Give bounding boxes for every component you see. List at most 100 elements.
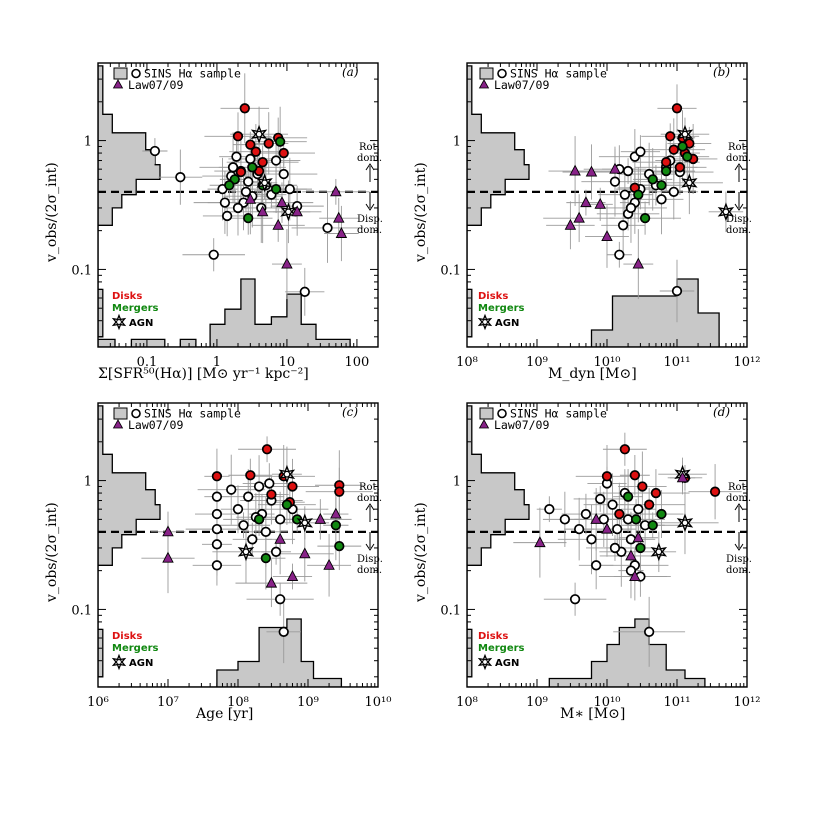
- panel-d-dominance-note: Rot. dom. Disp. dom.: [726, 482, 752, 576]
- law-point: [299, 547, 311, 559]
- law-point: [601, 522, 613, 534]
- law-point: [594, 197, 606, 209]
- panel-a-dominance-note: Rot. dom. Disp. dom.: [357, 142, 383, 236]
- rot-dom-line1: Rot.: [728, 142, 749, 153]
- agn-point: [676, 124, 694, 144]
- law-point: [573, 211, 585, 223]
- panel-a-ylabel: v_obs/(2σ_int): [44, 162, 60, 263]
- agn-center-icon: [283, 470, 291, 478]
- sins-point: [238, 520, 249, 531]
- sins-point: [586, 534, 597, 545]
- agn-point: [280, 202, 297, 222]
- y-distribution-histogram: [98, 405, 161, 678]
- agn-legend-icon: [111, 313, 127, 331]
- sins-point: [614, 249, 625, 260]
- panel-a-label: (a): [342, 65, 359, 79]
- sins-point: [247, 534, 258, 545]
- sins-point: [625, 565, 637, 576]
- panel-d-xlabel: M∗ [M⊙]: [560, 706, 625, 722]
- y-tick-label: 0.1: [440, 603, 461, 618]
- sins-point: [175, 172, 186, 183]
- agn-center-icon: [285, 208, 292, 216]
- sins-point: [243, 491, 254, 502]
- y-tick-label: 1: [453, 135, 461, 150]
- y-distribution-histogram: [98, 65, 161, 338]
- sins-point: [253, 481, 265, 492]
- law-point: [272, 218, 284, 230]
- agn-point: [681, 173, 698, 193]
- disp-dom-line1: Disp.: [357, 554, 383, 565]
- disk-point: [665, 131, 676, 142]
- mergers-label: Mergers: [112, 303, 159, 314]
- merger-point: [274, 136, 286, 147]
- panel-a-legend: SINS Hα sample Law07/09: [112, 67, 241, 92]
- x-tick-label: 10¹²: [734, 355, 761, 370]
- disk-point: [614, 508, 625, 520]
- law-point: [330, 185, 342, 197]
- sins-point: [278, 626, 289, 637]
- disks-label: Disks: [112, 631, 142, 642]
- sins-point: [607, 499, 618, 510]
- legend-sins-label: SINS Hα sample: [144, 407, 241, 421]
- law-point: [276, 196, 288, 208]
- law-point: [286, 570, 299, 581]
- agn-center-icon: [655, 548, 663, 556]
- law-point: [330, 507, 342, 519]
- arrow-down-icon: [734, 532, 744, 551]
- panel-c-legend: SINS Hα sample Law07/09: [112, 407, 241, 432]
- disk-point: [232, 131, 244, 142]
- axis-ticks: [97, 402, 379, 687]
- law-point: [632, 257, 645, 269]
- agn-center-icon: [301, 519, 309, 527]
- panel-b-class-legend: Disks Mergers AGN: [477, 291, 525, 331]
- law-point: [314, 512, 327, 524]
- merger-point: [661, 165, 672, 177]
- rot-dom-line2: dom.: [357, 493, 382, 504]
- x-tick-label: 10⁹: [526, 355, 548, 370]
- panel-c-label: (c): [342, 405, 358, 419]
- merger-point: [682, 151, 693, 162]
- x-tick-label: 10¹¹: [664, 695, 691, 710]
- rot-dom-line1: Rot.: [359, 142, 380, 153]
- sins-point: [211, 508, 223, 520]
- panel-b-ylabel: v_obs/(2σ_int): [413, 162, 429, 263]
- law-point: [625, 549, 637, 561]
- law-point: [333, 211, 345, 223]
- agn-center-icon: [681, 519, 689, 527]
- law-point: [632, 531, 645, 543]
- axis-ticks: [466, 402, 748, 687]
- panel-c-xlabel: Age [yr]: [195, 706, 253, 722]
- law-point: [601, 230, 613, 241]
- disk-point: [250, 146, 262, 157]
- sins-point: [232, 504, 244, 515]
- agn-center-icon: [482, 659, 488, 665]
- legend-hist-swatch: [113, 67, 128, 80]
- sins-point: [559, 514, 571, 525]
- disk-point: [245, 470, 256, 481]
- sins-point: [668, 186, 679, 197]
- merger-point: [260, 553, 272, 564]
- y-distribution-histogram: [467, 65, 530, 338]
- x-distribution-histogram: [467, 618, 747, 687]
- sins-point: [264, 478, 275, 489]
- y-distribution-histogram: [467, 405, 530, 678]
- merger-point: [224, 180, 235, 191]
- disk-point: [661, 157, 672, 168]
- disk-point: [601, 471, 613, 482]
- panel-a-plot: 0.1 1 10 100 0.1 1: [71, 62, 379, 370]
- legend-open-circle-marker: [497, 68, 507, 79]
- sins-point: [243, 176, 254, 187]
- sins-point: [609, 176, 621, 187]
- legend-triangle-marker: [112, 419, 124, 429]
- panel-d-plot: 10⁸ 10⁹ 10¹⁰ 10¹¹ 10¹² 0.1 1: [440, 402, 760, 710]
- sins-point: [211, 539, 223, 550]
- law-point: [291, 205, 303, 217]
- panel-b-plot: 10⁸ 10⁹ 10¹⁰ 10¹¹ 10¹² 0.1 1: [440, 62, 761, 370]
- disk-point: [235, 166, 247, 178]
- sins-point: [617, 220, 629, 231]
- disk-point: [257, 157, 268, 168]
- merger-point: [633, 189, 644, 200]
- sins-point: [149, 145, 161, 157]
- law-point: [676, 471, 689, 483]
- sins-point: [643, 626, 655, 637]
